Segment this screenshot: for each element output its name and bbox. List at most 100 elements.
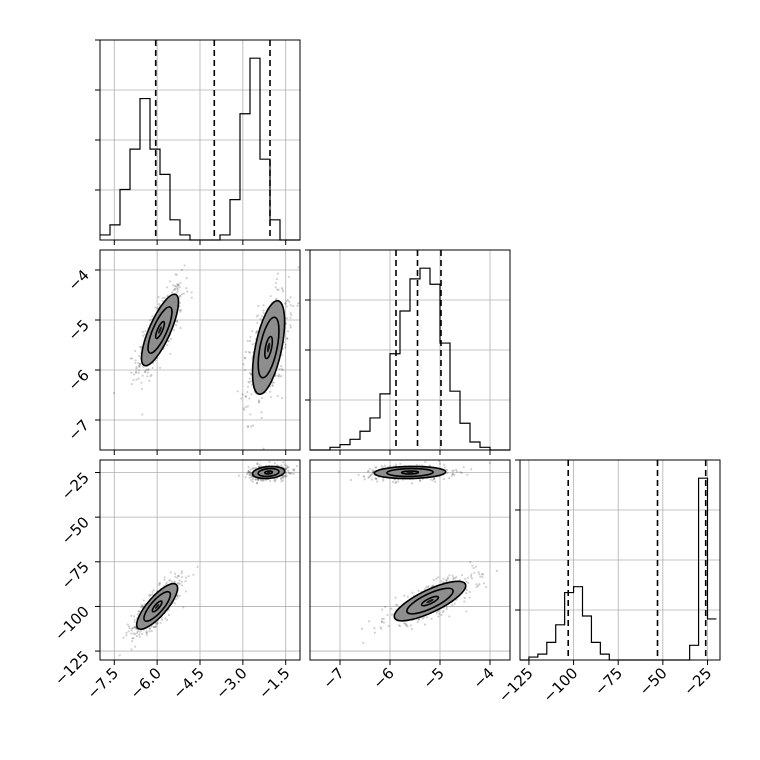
sample-point [158,581,161,585]
contour-line-2 [406,587,454,615]
sample-point [155,623,158,626]
sample-point [251,424,255,427]
sample-point [280,286,283,290]
sample-point [256,330,259,333]
density-peak [154,604,160,609]
sample-point [429,478,433,481]
sample-point [138,364,141,367]
sample-point [432,578,435,582]
histogram-panel-1 [95,39,301,245]
sample-point [369,474,372,477]
sample-point [122,636,125,639]
sample-point [176,582,179,585]
sample-point [390,607,393,610]
sample-point [284,302,287,305]
sample-point [362,641,365,645]
sample-point [137,354,141,358]
sample-point [432,477,436,480]
sample-point [285,317,289,320]
sample-point [268,479,272,483]
sample-point [289,316,292,319]
sample-point [455,470,459,473]
sample-point [185,277,188,280]
sample-point [182,292,185,295]
sample-point [463,600,466,603]
sample-point [405,624,408,627]
sample-point [357,473,360,476]
density-peak [406,471,414,474]
sample-point [148,627,152,631]
sample-point [150,593,153,597]
sample-point [464,577,467,580]
sample-point [145,368,148,371]
sample-point [382,479,385,482]
sample-point [295,464,299,468]
x-tick-label-col2-2: −75 [591,664,626,699]
y-tick-label-row2-2: −75 [58,558,93,593]
sample-point [255,481,258,485]
x-tick-label-col1-3: −4 [469,664,497,692]
sample-point [274,281,278,285]
sample-point [280,367,283,370]
sample-point [248,470,251,473]
sample-point [282,476,285,479]
sample-point [137,377,140,380]
sample-point [244,394,247,398]
sample-point [395,481,398,484]
x-tick-label-col2-1: −100 [540,664,582,706]
scatter-content-r1c0 [100,250,300,450]
sample-point [260,479,263,482]
sample-point [382,478,385,481]
panel-r1c0-frame [99,249,301,451]
sample-point [183,264,186,267]
sample-point [417,618,421,621]
sample-point [285,300,288,303]
sample-point [132,637,135,640]
sample-point [382,617,385,620]
sample-point [379,626,382,629]
sample-point [427,585,430,588]
sample-point [256,462,259,465]
sample-point [173,288,177,291]
sample-point [140,603,143,606]
sample-point [244,368,247,372]
sample-point [138,610,141,613]
sample-point [135,634,139,638]
sample-point [430,617,433,620]
sample-point [380,627,383,630]
sample-point [174,273,177,276]
sample-point [133,618,136,621]
sample-point [125,634,128,637]
sample-point [118,654,121,657]
sample-point [178,582,182,585]
sample-point [450,474,453,478]
sample-point [169,579,172,582]
sample-point [172,288,175,292]
sample-point [173,572,177,575]
sample-point [281,288,284,291]
scatter-content-r2c1 [310,460,510,660]
sample-point [445,608,448,611]
sample-point [373,631,376,634]
sample-point [415,463,418,466]
sample-point [184,590,188,593]
sample-point [376,480,379,483]
sample-point [269,294,272,298]
sample-point [269,395,272,399]
sample-point [175,320,179,323]
sample-point [382,466,385,469]
sample-point [152,625,155,629]
sample-point [184,580,187,583]
contour-line-2 [143,590,172,622]
sample-point [176,288,179,291]
sample-point [141,387,144,391]
sample-point [421,617,424,620]
sample-point [445,606,448,609]
y-tick-label-row1-3: −4 [64,266,92,294]
sample-point [282,461,285,464]
sample-point [255,331,258,335]
sample-point [243,408,246,411]
sample-point [241,393,244,396]
density-peak [266,471,271,474]
sample-point [257,478,260,481]
